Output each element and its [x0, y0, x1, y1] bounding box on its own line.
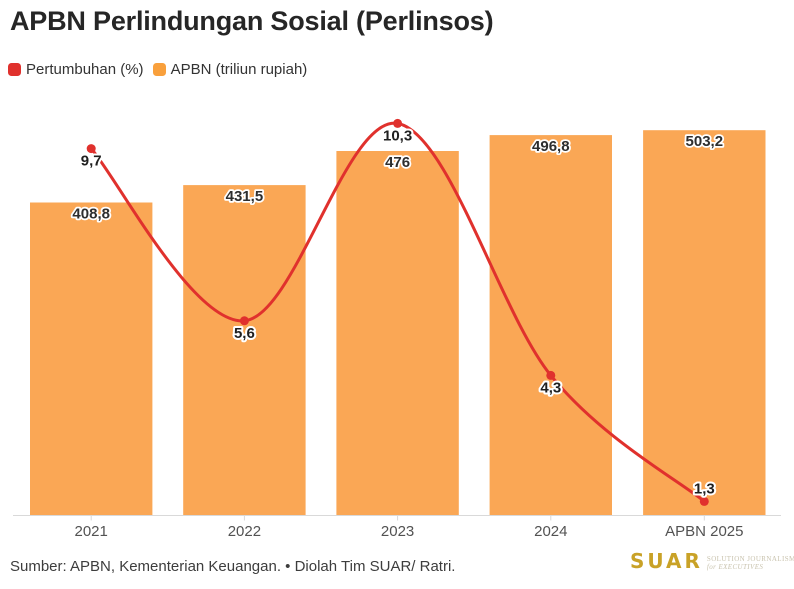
x-axis-label: 2021 [75, 523, 108, 540]
bar-2024 [489, 135, 612, 516]
line-marker-2022 [239, 316, 249, 326]
bar-2021 [30, 202, 153, 516]
line-value-label: 1,3 [694, 480, 715, 497]
line-value-label: 5,6 [234, 325, 255, 342]
line-marker-2021 [86, 144, 96, 154]
suar-tagline-line2: for EXECUTIVES [706, 563, 764, 571]
line-marker-2024 [546, 370, 556, 380]
suar-logo: SUAR SOLUTION JOURNALISM for EXECUTIVES [630, 549, 794, 573]
x-axis-label: APBN 2025 [665, 523, 743, 540]
bar-value-label: 431,5 [226, 188, 264, 205]
suar-logo-tagline: SOLUTION JOURNALISM for EXECUTIVES [707, 555, 794, 571]
x-axis-label: 2022 [228, 523, 261, 540]
line-marker-2023 [393, 118, 403, 128]
line-value-label: 10,3 [383, 127, 412, 144]
legend-label-apbn: APBN (triliun rupiah) [170, 61, 308, 78]
line-value-label: 9,7 [81, 153, 102, 170]
legend: Pertumbuhan (%) APBN (triliun rupiah) [8, 61, 307, 78]
chart-canvas: 2021 2022 2023 2024 APBN 2025 408,8 431,5 476 49… [13, 118, 781, 540]
bar-APBN 2025 [643, 130, 766, 516]
legend-item-growth: Pertumbuhan (%) [8, 61, 144, 78]
source-note: Sumber: APBN, Kementerian Keuangan. • Di… [10, 558, 456, 575]
legend-label-growth: Pertumbuhan (%) [26, 61, 144, 78]
bar-value-label: 476 [385, 154, 410, 171]
bar-value-label: 496,8 [532, 138, 570, 155]
bar-2022 [183, 185, 306, 516]
bar-value-label: 503,2 [686, 133, 724, 150]
suar-logo-word: SUAR [630, 549, 703, 573]
line-marker-APBN 2025 [699, 496, 709, 506]
bar-2023 [336, 151, 459, 516]
x-axis-label: 2024 [534, 523, 567, 540]
legend-item-apbn: APBN (triliun rupiah) [152, 61, 308, 78]
chart-title: APBN Perlindungan Sosial (Perlinsos) [10, 6, 494, 36]
x-axis-label: 2023 [381, 523, 414, 540]
line-value-label: 4,3 [540, 379, 561, 396]
bar-value-label: 408,8 [72, 206, 110, 223]
legend-swatch-growth-icon [8, 63, 21, 76]
suar-tagline-line1: SOLUTION JOURNALISM [706, 555, 794, 563]
legend-swatch-apbn-icon [152, 63, 166, 76]
